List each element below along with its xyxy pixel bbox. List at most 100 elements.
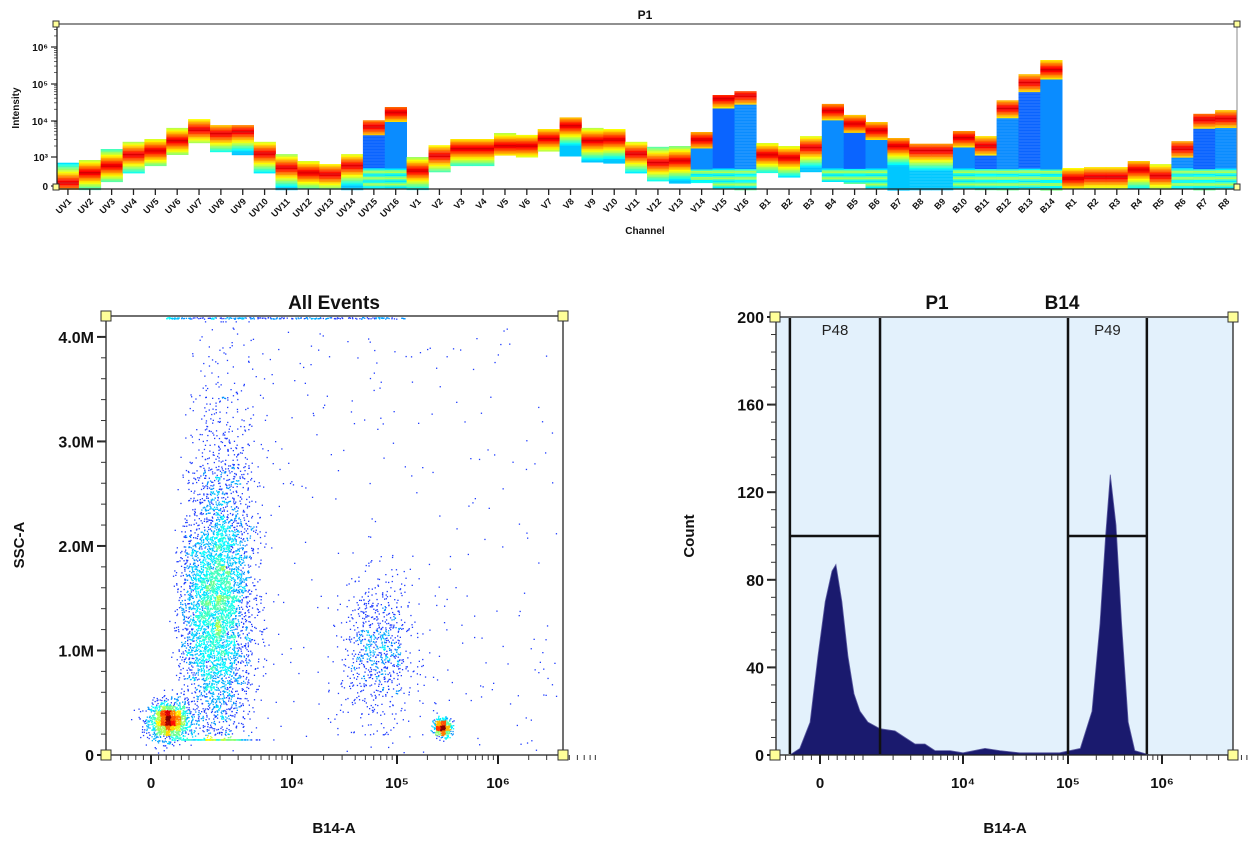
event-dot	[200, 602, 203, 604]
intensity-band	[166, 132, 189, 134]
intensity-band	[931, 181, 954, 183]
event-dot	[176, 729, 178, 731]
intensity-band	[581, 147, 604, 149]
event-dot	[202, 673, 204, 676]
intensity-band	[253, 150, 276, 153]
intensity-band	[78, 182, 102, 185]
event-dot	[162, 713, 164, 716]
event-dot	[207, 602, 209, 604]
event-dot	[156, 735, 158, 738]
intensity-band	[756, 164, 779, 166]
intensity-band	[800, 139, 823, 141]
intensity-band	[1193, 146, 1216, 149]
intensity-band	[1215, 170, 1238, 172]
intensity-band	[712, 186, 735, 189]
event-dot	[228, 573, 230, 575]
intensity-band	[887, 186, 910, 188]
intensity-band	[253, 171, 276, 174]
resize-handle[interactable]	[1233, 20, 1241, 28]
event-dot	[199, 654, 201, 656]
event-dot	[177, 711, 179, 713]
intensity-band	[362, 159, 386, 161]
event-dot	[217, 528, 220, 530]
event-dot	[152, 738, 155, 740]
event-dot	[221, 510, 223, 512]
event-dot	[200, 597, 203, 600]
intensity-band	[843, 138, 866, 141]
event-dot	[219, 549, 221, 552]
event-dot	[235, 447, 237, 449]
event-dot	[164, 728, 166, 730]
channel-label: UV2	[76, 196, 95, 215]
intensity-band	[1215, 162, 1238, 165]
event-dot	[184, 698, 186, 701]
intensity-band	[1018, 74, 1041, 76]
event-dot	[148, 721, 151, 723]
intensity-band	[821, 105, 844, 107]
event-dot	[213, 638, 215, 640]
event-dot	[159, 736, 162, 738]
intensity-band	[384, 120, 407, 123]
event-dot	[184, 650, 187, 652]
event-dot	[223, 655, 226, 658]
resize-handle[interactable]	[52, 183, 60, 191]
intensity-band	[253, 158, 276, 160]
resize-handle[interactable]	[1233, 183, 1241, 191]
intensity-band	[384, 176, 407, 178]
event-dot	[179, 731, 181, 733]
event-dot	[171, 728, 173, 730]
event-dot	[208, 500, 210, 503]
event-dot	[202, 581, 205, 583]
event-dot	[167, 713, 170, 715]
intensity-band	[1193, 179, 1216, 182]
event-dot	[226, 424, 228, 426]
event-dot	[161, 732, 163, 734]
intensity-band	[974, 164, 997, 167]
resize-handle[interactable]	[52, 20, 60, 28]
intensity-band	[1040, 91, 1063, 94]
event-dot	[207, 670, 210, 672]
intensity-band	[756, 153, 779, 156]
intensity-band	[865, 179, 888, 181]
event-dot	[179, 718, 181, 720]
intensity-band	[1062, 183, 1085, 185]
event-dot	[161, 719, 164, 721]
event-dot	[215, 629, 217, 631]
intensity-band	[494, 140, 517, 143]
intensity-band	[712, 105, 735, 108]
intensity-band	[450, 140, 473, 143]
event-dot	[260, 562, 262, 565]
intensity-band	[472, 139, 495, 141]
intensity-band	[865, 171, 888, 174]
event-dot	[187, 709, 189, 711]
event-dot	[160, 714, 163, 716]
event-dot	[213, 687, 215, 689]
intensity-band	[865, 168, 888, 171]
event-dot	[186, 723, 188, 725]
event-dot	[172, 719, 174, 721]
intensity-band	[1018, 129, 1041, 132]
event-dot	[260, 542, 262, 544]
event-dot	[155, 737, 157, 739]
event-dot	[154, 710, 156, 713]
event-dot	[188, 606, 190, 609]
intensity-band	[362, 138, 386, 140]
event-dot	[181, 653, 183, 655]
event-dot	[159, 719, 161, 722]
intensity-band	[996, 178, 1019, 180]
event-dot	[141, 731, 144, 733]
intensity-band	[188, 122, 211, 124]
event-dot	[187, 721, 190, 723]
channel-label: V7	[539, 196, 554, 211]
event-dot	[156, 697, 158, 700]
event-dot	[222, 582, 224, 584]
intensity-band	[1018, 132, 1041, 135]
event-dot	[189, 663, 191, 665]
event-dot	[163, 695, 165, 698]
event-dot	[184, 711, 186, 713]
event-dot	[178, 710, 180, 712]
intensity-band	[57, 186, 80, 189]
event-dot	[235, 540, 237, 542]
channel-label: R3	[1107, 196, 1122, 211]
intensity-band	[1018, 95, 1041, 97]
